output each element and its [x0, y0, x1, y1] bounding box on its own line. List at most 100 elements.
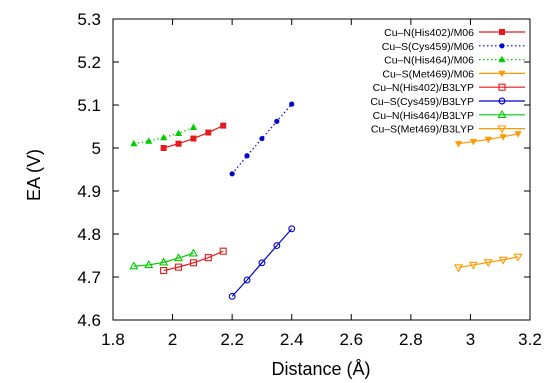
- legend-label-cu-n-his402-m06: Cu–N(His402)/M06: [384, 27, 474, 39]
- legend-label-cu-s-cys459-m06: Cu–S(Cys459)/M06: [382, 41, 474, 53]
- data-point-cu-s-cys459-m06: [259, 135, 265, 142]
- data-point-cu-s-met469-m06: [484, 136, 492, 144]
- series-cu-n-his402-b3lyp: [160, 247, 227, 275]
- x-axis-label: Distance (Å): [271, 359, 370, 379]
- data-point-cu-n-his464-b3lyp: [188, 248, 198, 257]
- data-point-cu-n-his464-m06: [160, 133, 168, 141]
- legend-entry-cu-s-cys459-b3lyp: Cu–S(Cys459)/B3LYP: [370, 96, 525, 108]
- y-tick-label: 5.1: [77, 96, 101, 115]
- series-cu-n-his402-m06: [160, 122, 227, 151]
- y-axis-label: EA (V): [24, 149, 44, 201]
- x-tick-label: 3: [466, 330, 475, 349]
- data-point-cu-n-his402-b3lyp: [189, 259, 197, 267]
- data-point-cu-s-cys459-m06: [274, 118, 280, 124]
- y-tick-label: 4.7: [77, 268, 101, 287]
- legend: Cu–N(His402)/M06 Cu–S(Cys459)/M06 Cu–N(His…: [370, 27, 525, 136]
- legend-entry-cu-n-his464-m06: Cu–N(His464)/M06: [384, 55, 525, 67]
- legend-entry-cu-n-his402-m06: Cu–N(His402)/M06: [384, 27, 525, 39]
- legend-marker-cu-s-cys459-b3lyp: [498, 97, 506, 105]
- data-point-cu-s-cys459-b3lyp: [288, 225, 296, 233]
- x-tick-label: 3.2: [518, 330, 542, 349]
- data-point-cu-n-his402-m06: [205, 129, 212, 136]
- x-tick-label: 2.2: [220, 330, 244, 349]
- legend-label-cu-s-met469-m06: Cu–S(Met469)/M06: [382, 68, 474, 80]
- data-point-cu-s-cys459-b3lyp: [258, 259, 266, 267]
- data-point-cu-s-met469-m06: [469, 138, 478, 146]
- data-point-cu-s-met469-m06: [499, 134, 507, 141]
- data-point-cu-n-his402-m06: [175, 140, 182, 147]
- data-point-cu-s-met469-b3lyp: [513, 253, 523, 262]
- series-line-cu-n-his464-b3lyp: [133, 252, 194, 267]
- x-tick-label: 2.4: [280, 330, 304, 349]
- data-point-cu-s-cys459-m06: [244, 153, 250, 159]
- series-cu-s-met469-m06: [454, 131, 522, 148]
- data-point-cu-s-met469-b3lyp: [468, 261, 478, 270]
- data-point-cu-n-his464-m06: [189, 123, 198, 130]
- data-point-cu-n-his464-b3lyp: [173, 253, 184, 262]
- y-tick-label: 4.8: [77, 225, 101, 244]
- legend-marker-cu-s-cys459-m06: [499, 43, 505, 49]
- plot-axes: 1.8 2 2.2 2.4 2.6 2.8 3 3.2 4.6 4.7 4.8 4.9 5 5.1 5.2 5…: [77, 10, 541, 349]
- x-tick-label: 2.8: [399, 330, 423, 349]
- x-tick-label: 1.8: [101, 330, 125, 349]
- data-point-cu-n-his402-m06: [220, 122, 227, 129]
- legend-entry-cu-n-his464-b3lyp: Cu–N(His464)/B3LYP: [373, 110, 525, 122]
- legend-marker-cu-n-his464-m06: [498, 55, 506, 63]
- legend-marker-cu-n-his464-b3lyp: [497, 109, 507, 118]
- series-cu-s-met469-b3lyp: [453, 253, 523, 273]
- y-tick-label: 5.2: [77, 53, 101, 72]
- data-point-cu-n-his464-b3lyp: [144, 260, 154, 269]
- data-point-cu-s-cys459-m06: [229, 171, 235, 177]
- data-point-cu-n-his464-m06: [130, 139, 138, 147]
- data-point-cu-s-met469-b3lyp: [498, 256, 508, 265]
- data-point-cu-s-cys459-b3lyp: [228, 292, 236, 300]
- data-point-cu-n-his402-b3lyp: [160, 266, 168, 275]
- data-point-cu-n-his464-m06: [174, 129, 183, 136]
- legend-label-cu-s-met469-b3lyp: Cu–S(Met469)/B3LYP: [371, 124, 474, 136]
- x-tick-label: 2.6: [339, 330, 363, 349]
- series-cu-n-his464-m06: [130, 123, 198, 147]
- data-point-cu-s-met469-m06: [514, 131, 522, 138]
- data-point-cu-s-met469-b3lyp: [453, 264, 464, 273]
- data-point-cu-s-cys459-b3lyp: [243, 276, 251, 284]
- data-point-cu-n-his464-m06: [145, 137, 153, 144]
- series-line-cu-s-cys459-m06: [231, 103, 293, 175]
- series-line-cu-s-met469-b3lyp: [458, 256, 519, 269]
- y-tick-label: 5: [92, 139, 101, 158]
- y-tick-label: 4.6: [77, 311, 101, 330]
- legend-label-cu-s-cys459-b3lyp: Cu–S(Cys459)/B3LYP: [370, 96, 474, 108]
- legend-marker-cu-n-his402-b3lyp: [498, 83, 506, 91]
- data-point-cu-s-cys459-b3lyp: [273, 242, 281, 250]
- series-layer: [129, 101, 523, 300]
- legend-entry-cu-n-his402-b3lyp: Cu–N(His402)/B3LYP: [373, 82, 525, 94]
- data-point-cu-s-met469-b3lyp: [483, 259, 493, 268]
- data-point-cu-s-cys459-m06: [289, 101, 295, 107]
- legend-entry-cu-s-met469-m06: Cu–S(Met469)/M06: [382, 68, 525, 80]
- plot-frame: [112, 18, 531, 321]
- legend-marker-cu-s-met469-b3lyp: [497, 125, 507, 134]
- data-point-cu-n-his464-b3lyp: [159, 257, 169, 266]
- series-cu-s-cys459-b3lyp: [228, 225, 296, 300]
- legend-label-cu-n-his402-b3lyp: Cu–N(His402)/B3LYP: [373, 82, 474, 94]
- y-tick-label: 4.9: [77, 182, 101, 201]
- data-point-cu-n-his402-m06: [190, 135, 197, 142]
- data-point-cu-n-his402-b3lyp: [174, 263, 183, 271]
- data-point-cu-n-his402-b3lyp: [219, 247, 227, 255]
- legend-marker-cu-s-met469-m06: [498, 70, 506, 78]
- series-cu-s-cys459-m06: [229, 101, 295, 177]
- data-point-cu-n-his402-b3lyp: [204, 254, 212, 262]
- legend-entry-cu-s-cys459-m06: Cu–S(Cys459)/M06: [382, 41, 525, 53]
- data-point-cu-n-his402-m06: [160, 145, 167, 151]
- data-point-cu-s-met469-m06: [454, 141, 463, 148]
- series-cu-n-his464-b3lyp: [129, 248, 198, 270]
- legend-entry-cu-s-met469-b3lyp: Cu–S(Met469)/B3LYP: [371, 124, 525, 136]
- legend-marker-cu-n-his402-m06: [499, 29, 505, 35]
- legend-label-cu-n-his464-b3lyp: Cu–N(His464)/B3LYP: [373, 110, 474, 122]
- legend-label-cu-n-his464-m06: Cu–N(His464)/M06: [384, 55, 474, 67]
- x-tick-label: 2: [168, 330, 177, 349]
- data-point-cu-n-his464-b3lyp: [129, 261, 139, 270]
- series-line-cu-n-his402-b3lyp: [163, 250, 224, 272]
- series-line-cu-s-cys459-b3lyp: [231, 228, 293, 297]
- y-tick-label: 5.3: [77, 10, 101, 29]
